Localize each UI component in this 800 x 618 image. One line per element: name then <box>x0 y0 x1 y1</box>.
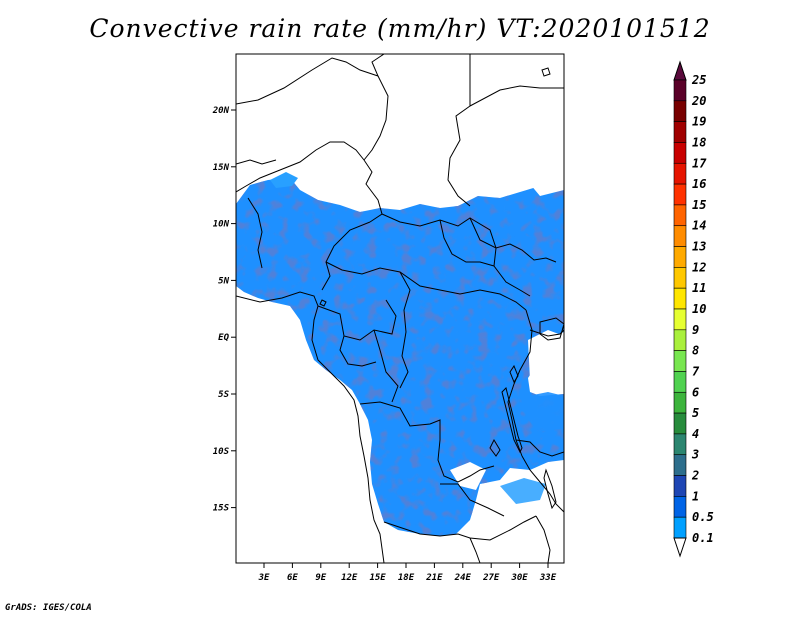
lat-tick-label: EQ <box>218 333 229 343</box>
colorbar-swatch <box>673 350 687 372</box>
colorbar-swatch <box>673 225 687 247</box>
colorbar-label: 15 <box>692 198 706 212</box>
lon-tick-label: 12E <box>341 573 358 583</box>
lon-tick-label: 30E <box>510 573 528 583</box>
colorbar-label: 10 <box>692 302 706 316</box>
lon-tick-label: 6E <box>287 573 298 583</box>
lat-tick-label: 10S <box>213 447 230 457</box>
colorbar-label: 17 <box>692 156 707 170</box>
colorbar-swatch <box>673 516 687 539</box>
colorbar-swatch <box>673 329 687 351</box>
lat-tick-label: 10N <box>213 220 230 230</box>
colorbar-label: 9 <box>692 323 699 337</box>
rain-patch-northwest <box>270 172 298 188</box>
colorbar-swatch <box>673 246 687 268</box>
longitude-axis: 3E 6E 9E 12E 15E 18E 21E 24E 27E 30E 33E <box>258 563 557 583</box>
colorbar-label: 16 <box>692 177 706 191</box>
colorbar-label: 2 <box>691 469 699 483</box>
colorbar-label: 5 <box>692 406 699 420</box>
lake-kivu <box>509 364 519 384</box>
latitude-axis: 20N 15N 10N 5N EQ 5S 10S 15S <box>212 106 236 514</box>
lat-tick-label: 15S <box>213 504 230 514</box>
lake-tanganyika <box>501 387 523 454</box>
colorbar-label: 6 <box>692 385 699 399</box>
colorbar-swatch <box>673 162 687 185</box>
lake-mweru <box>489 438 501 457</box>
colorbar-swatch <box>673 371 687 393</box>
colorbar-label: 3 <box>691 448 699 462</box>
map-frame-area <box>236 54 564 563</box>
colorbar-label: 7 <box>692 364 700 378</box>
lat-tick-label: 15N <box>213 163 230 173</box>
rain-patch-east <box>528 392 564 432</box>
colorbar-swatch <box>673 496 687 518</box>
colorbar-label: 18 <box>692 135 706 149</box>
lon-tick-label: 15E <box>369 573 386 583</box>
rain-field <box>236 172 564 536</box>
dry-area-east <box>528 330 564 394</box>
colorbar-label: 19 <box>692 115 706 129</box>
lon-tick-label: 3E <box>258 573 270 583</box>
lake-malawi <box>543 468 557 510</box>
colorbar-label: 20 <box>691 94 706 108</box>
lon-tick-label: 18E <box>398 573 415 583</box>
dry-area-southeast <box>450 462 486 490</box>
colorbar-swatch <box>673 454 687 476</box>
dry-area-northeast <box>530 178 564 196</box>
colorbar-swatch <box>673 267 687 289</box>
lat-tick-label: 5S <box>218 390 229 400</box>
colorbar-swatch <box>673 287 687 310</box>
colorbar-bottom-arrow <box>673 537 687 558</box>
colorbar-label: 8 <box>692 344 699 358</box>
colorbar-label: 14 <box>692 219 706 233</box>
lon-tick-label: 9E <box>315 573 326 583</box>
colorbar-swatch <box>673 204 687 227</box>
rain-patch-south <box>500 478 546 504</box>
colorbar-swatch <box>673 100 687 122</box>
colorbar-swatch <box>673 79 687 102</box>
grads-credit: GrADS: IGES/COLA <box>5 603 92 613</box>
colorbar-swatch <box>673 121 687 143</box>
island-bioko <box>319 299 327 307</box>
colorbar-label: 4 <box>692 427 699 441</box>
rain-region-speckle <box>236 178 564 536</box>
colorbar-swatch <box>673 308 687 331</box>
lon-tick-label: 27E <box>482 573 500 583</box>
colorbar-label: 12 <box>692 260 706 274</box>
colorbar-swatch <box>673 142 687 164</box>
colorbar-label: 13 <box>692 240 706 254</box>
lat-tick-label: 20N <box>212 106 230 116</box>
colorbar-label: 11 <box>692 281 706 295</box>
lon-tick-label: 21E <box>425 573 443 583</box>
colorbar-label: 1 <box>692 489 699 503</box>
coastline <box>236 291 385 563</box>
lake-victoria <box>539 317 564 341</box>
colorbar-label: 25 <box>691 73 706 87</box>
map-frame <box>235 53 565 564</box>
lon-tick-label: 24E <box>454 573 472 583</box>
boundaries <box>236 54 564 563</box>
colorbar-swatch <box>673 183 687 206</box>
colorbar-swatch <box>673 475 687 497</box>
colorbar-swatch <box>673 391 687 414</box>
map-title: Convective rain rate (mm/hr) VT:20201015… <box>89 14 711 43</box>
colorbar-label: 0.1 <box>692 531 714 545</box>
colorbar-swatch <box>673 433 687 456</box>
lon-tick-label: 33E <box>539 573 557 583</box>
colorbar-label: 0.5 <box>692 510 714 524</box>
lat-tick-label: 5N <box>218 276 229 286</box>
colorbar-swatch <box>673 412 687 435</box>
lake-tana <box>541 67 551 77</box>
colorbar-top-arrow <box>673 60 687 81</box>
